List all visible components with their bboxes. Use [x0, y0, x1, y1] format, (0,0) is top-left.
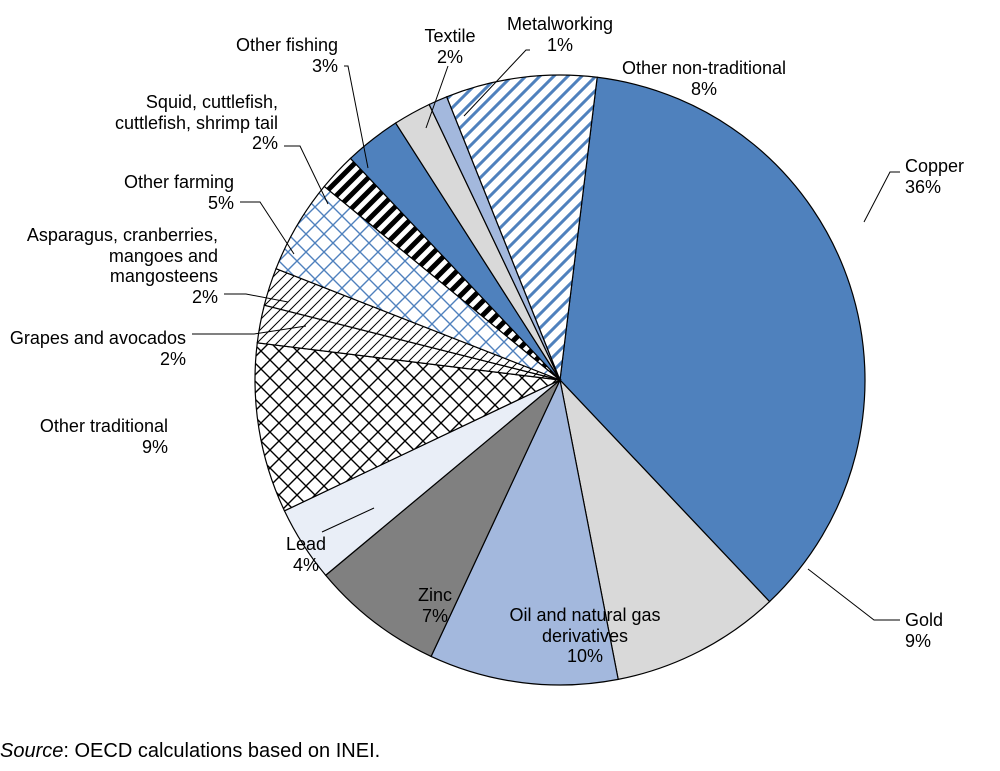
slice-label: Squid, cuttlefish, cuttlefish, shrimp ta…: [115, 92, 278, 154]
slice-label: Other traditional 9%: [40, 416, 168, 457]
slice-label: Metalworking 1%: [507, 14, 613, 55]
slice-label: Oil and natural gas derivatives 10%: [509, 605, 660, 667]
slice-label: Asparagus, cranberries, mangoes and mang…: [27, 225, 218, 308]
slice-label: Other fishing 3%: [236, 35, 338, 76]
slice-label: Gold 9%: [905, 610, 943, 651]
leader-line: [864, 172, 900, 222]
chart-source: Source: OECD calculations based on INEI.: [0, 740, 380, 763]
source-text: : OECD calculations based on INEI.: [63, 740, 380, 762]
slice-label: Lead 4%: [286, 534, 326, 575]
slice-label: Zinc 7%: [418, 585, 452, 626]
pie-chart-container: Copper 36% Gold 9% Oil and natural gas der…: [0, 0, 1000, 771]
source-label: Source: [0, 740, 63, 762]
slice-label: Other farming 5%: [124, 172, 234, 213]
slice-label: Textile 2%: [424, 26, 475, 67]
slice-label: Copper 36%: [905, 156, 964, 197]
leader-line: [808, 569, 900, 620]
slice-label: Grapes and avocados 2%: [10, 328, 186, 369]
slice-label: Other non-traditional 8%: [622, 58, 786, 99]
